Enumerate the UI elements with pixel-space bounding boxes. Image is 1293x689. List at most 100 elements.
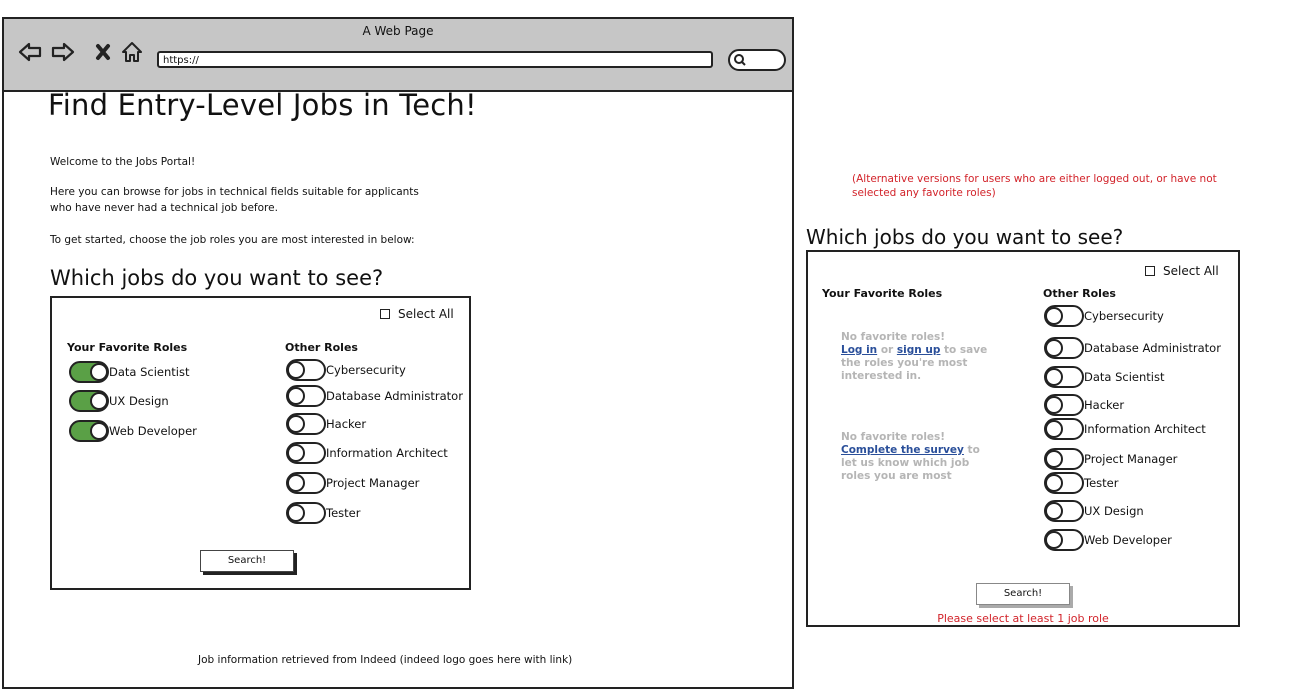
role-label: Cybersecurity (1084, 309, 1164, 323)
logged-out-message: No favorite roles! Log in or sign up to … (841, 331, 1031, 383)
others-header: Other Roles (285, 341, 358, 354)
toggle-switch[interactable] (286, 502, 326, 524)
select-all-checkbox[interactable] (380, 309, 390, 319)
alt-role-toggle-information-architect[interactable]: Information Architect (1044, 418, 1234, 440)
alt-others-header: Other Roles (1043, 287, 1116, 300)
role-toggle-tester[interactable]: Tester (286, 502, 466, 524)
browser-search-field[interactable] (728, 49, 786, 71)
to-text: to (967, 444, 980, 456)
toggle-switch[interactable] (1044, 394, 1084, 416)
no-favorites-heading: No favorite roles! (841, 331, 946, 343)
section-title: Which jobs do you want to see? (50, 266, 384, 290)
alt-role-toggle-cybersecurity[interactable]: Cybersecurity (1044, 305, 1234, 327)
complete-survey-link[interactable]: Complete the survey (841, 444, 964, 456)
save-text: to save (944, 344, 988, 356)
toggle-switch[interactable] (69, 361, 109, 383)
role-label: Tester (1084, 476, 1119, 490)
role-toggle-information-architect[interactable]: Information Architect (286, 442, 466, 464)
back-arrow-icon[interactable] (18, 41, 42, 63)
window-title: A Web Page (362, 24, 434, 38)
role-label: Hacker (1084, 398, 1125, 412)
alt-role-toggle-tester[interactable]: Tester (1044, 472, 1234, 494)
alt-role-toggle-project-manager[interactable]: Project Manager (1044, 448, 1234, 470)
role-toggle-project-manager[interactable]: Project Manager (286, 472, 466, 494)
alt-role-toggle-data-scientist[interactable]: Data Scientist (1044, 366, 1234, 388)
role-label: Tester (326, 506, 361, 520)
role-toggle-database-administrator[interactable]: Database Administrator (286, 385, 466, 407)
toggle-switch[interactable] (1044, 305, 1084, 327)
role-toggle-ux-design[interactable]: UX Design (69, 390, 209, 412)
alt-role-toggle-web-developer[interactable]: Web Developer (1044, 529, 1234, 551)
alt-select-all-label: Select All (1163, 264, 1219, 278)
role-label: UX Design (1084, 504, 1144, 518)
role-toggle-hacker[interactable]: Hacker (286, 413, 466, 435)
role-label: Project Manager (326, 476, 420, 490)
browser-window: A Web Page https:// (2, 17, 794, 689)
favorites-header: Your Favorite Roles (67, 341, 188, 354)
home-icon[interactable] (120, 41, 144, 63)
role-label: Database Administrator (1084, 341, 1221, 355)
role-label: Data Scientist (1084, 370, 1165, 384)
role-label: Hacker (326, 417, 367, 431)
toggle-switch[interactable] (286, 385, 326, 407)
toggle-switch[interactable] (1044, 418, 1084, 440)
alt-role-selection-panel: Select All Your Favorite Roles Other Rol… (806, 250, 1240, 627)
close-icon[interactable] (92, 41, 116, 63)
toggle-switch[interactable] (1044, 500, 1084, 522)
alt-note: (Alternative versions for users who are … (852, 172, 1217, 200)
msg2-line-4: roles you are most (841, 470, 952, 482)
toggle-switch[interactable] (69, 420, 109, 442)
intro-line-1: Here you can browse for jobs in technica… (50, 186, 419, 198)
footer-attribution: Job information retrieved from Indeed (i… (198, 654, 573, 666)
toggle-switch[interactable] (1044, 337, 1084, 359)
alt-role-toggle-hacker[interactable]: Hacker (1044, 394, 1234, 416)
toggle-switch[interactable] (286, 413, 326, 435)
alt-role-toggle-ux-design[interactable]: UX Design (1044, 500, 1234, 522)
alt-note-line-1: (Alternative versions for users who are … (852, 173, 1217, 185)
select-all-label: Select All (398, 307, 454, 321)
alt-favorites-header: Your Favorite Roles (822, 287, 943, 300)
browser-chrome: A Web Page https:// (4, 19, 792, 92)
search-button[interactable]: Search! (200, 550, 294, 572)
role-toggle-web-developer[interactable]: Web Developer (69, 420, 209, 442)
page-title: Find Entry-Level Jobs in Tech! (48, 88, 477, 122)
instruction-text: To get started, choose the job roles you… (50, 234, 415, 246)
login-signup-line: Log in or sign up to save (841, 344, 1031, 357)
role-selection-panel: Select All Your Favorite Roles Other Rol… (50, 296, 471, 590)
forward-arrow-icon[interactable] (51, 41, 75, 63)
toggle-switch[interactable] (286, 442, 326, 464)
alt-section-title: Which jobs do you want to see? (806, 225, 1124, 249)
toggle-switch[interactable] (1044, 472, 1084, 494)
role-label: Database Administrator (326, 389, 463, 403)
role-label: Web Developer (109, 424, 197, 438)
role-label: Data Scientist (109, 365, 190, 379)
role-label: UX Design (109, 394, 169, 408)
toggle-switch[interactable] (1044, 448, 1084, 470)
role-label: Web Developer (1084, 533, 1172, 547)
role-toggle-data-scientist[interactable]: Data Scientist (69, 361, 209, 383)
toggle-switch[interactable] (1044, 366, 1084, 388)
alt-select-all-checkbox[interactable] (1145, 266, 1155, 276)
alt-search-button[interactable]: Search! (976, 583, 1070, 605)
toggle-switch[interactable] (69, 390, 109, 412)
survey-line: Complete the survey to (841, 444, 1031, 457)
msg1-line-4: interested in. (841, 370, 922, 382)
role-label: Project Manager (1084, 452, 1178, 466)
or-text: or (880, 344, 894, 356)
validation-error: Please select at least 1 job role (937, 612, 1109, 625)
sign-up-link[interactable]: sign up (896, 344, 941, 356)
role-label: Cybersecurity (326, 363, 406, 377)
role-toggle-cybersecurity[interactable]: Cybersecurity (286, 359, 466, 381)
alt-note-line-2: selected any favorite roles) (852, 187, 996, 199)
msg2-line-3: let us know which job (841, 457, 970, 469)
toggle-switch[interactable] (286, 472, 326, 494)
alt-role-toggle-database-administrator[interactable]: Database Administrator (1044, 337, 1234, 359)
log-in-link[interactable]: Log in (841, 344, 878, 356)
intro-line-2: who have never had a technical job befor… (50, 202, 278, 214)
no-favorites-heading: No favorite roles! (841, 431, 946, 443)
toggle-switch[interactable] (1044, 529, 1084, 551)
msg1-line-3: the roles you're most (841, 357, 968, 369)
toggle-switch[interactable] (286, 359, 326, 381)
url-bar[interactable]: https:// (157, 51, 713, 68)
no-favorites-message: No favorite roles! Complete the survey t… (841, 431, 1031, 483)
